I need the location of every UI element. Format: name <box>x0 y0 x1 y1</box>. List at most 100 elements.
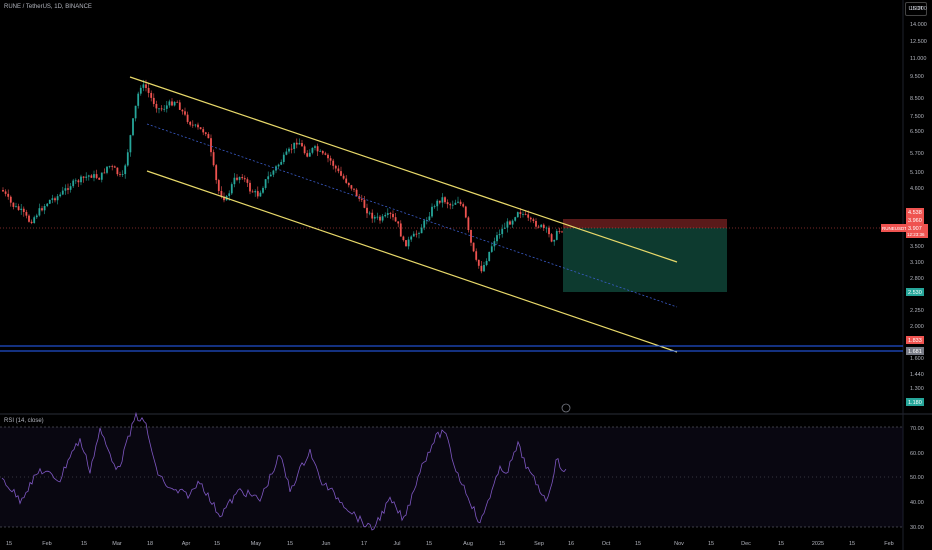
candle <box>277 164 280 167</box>
dividend-icon[interactable] <box>561 403 571 413</box>
trade-zones <box>563 219 727 292</box>
candle <box>454 202 457 205</box>
time-tick: 15 <box>499 541 505 547</box>
candle <box>28 215 30 222</box>
candle <box>238 177 241 180</box>
countdown-label: 12:23:36 <box>907 232 925 237</box>
currency-button[interactable]: USDT <box>905 2 927 16</box>
candle <box>191 124 194 126</box>
candle <box>168 101 171 106</box>
candle <box>249 182 251 192</box>
support2-label-bg <box>906 347 924 355</box>
candle <box>498 234 501 236</box>
candle <box>303 146 306 154</box>
price-tick: 4.600 <box>910 186 924 192</box>
candle <box>371 212 374 219</box>
price-axis[interactable]: 16.000 14.000 12.500 11.000 9.500 8.500 7.500 6… <box>910 6 927 392</box>
time-tick: 15 <box>214 541 220 547</box>
candle <box>282 154 285 162</box>
candle <box>160 108 163 110</box>
candle <box>506 221 509 228</box>
candle <box>514 217 517 221</box>
current-label-bg <box>906 224 928 238</box>
candle <box>329 158 332 161</box>
candles <box>2 79 563 274</box>
candle <box>171 101 173 106</box>
candle <box>163 108 166 110</box>
candle <box>145 84 147 88</box>
candle <box>207 134 210 139</box>
price-tick: 5.100 <box>910 170 924 176</box>
candle <box>363 199 366 208</box>
rsi-level-60: 60.00 <box>910 451 924 457</box>
candle <box>553 239 556 242</box>
target-label-bg <box>906 288 924 296</box>
candle <box>527 214 530 218</box>
candle <box>319 150 322 152</box>
candle <box>397 221 400 224</box>
time-tick: 15 <box>635 541 641 547</box>
candle <box>113 166 116 168</box>
candle <box>2 190 4 192</box>
candle <box>332 160 335 166</box>
candle <box>488 251 491 261</box>
candle <box>176 101 179 103</box>
candle <box>46 203 49 207</box>
price-tick: 16.000 <box>910 6 927 12</box>
candle <box>428 216 431 221</box>
stop-label: 4.538 <box>908 210 922 216</box>
candle <box>43 206 46 211</box>
candle <box>111 166 114 167</box>
ticker-label: RUNEUSDT <box>882 226 907 231</box>
ticker-label-bg <box>881 224 906 232</box>
candle <box>194 124 197 126</box>
target-label: 2.530 <box>908 290 922 296</box>
time-tick: May <box>251 541 262 547</box>
candle <box>210 138 212 153</box>
candle <box>267 176 270 180</box>
candle <box>353 188 355 190</box>
candle <box>103 172 106 174</box>
time-tick: Jul <box>393 541 400 547</box>
candle <box>41 208 43 211</box>
candle <box>108 166 111 167</box>
candle <box>485 260 488 266</box>
candle <box>368 212 371 214</box>
candle <box>501 228 504 235</box>
candle <box>181 109 184 112</box>
candle <box>262 187 264 193</box>
candle <box>550 234 553 242</box>
channel-mid-line[interactable] <box>146 123 678 308</box>
candle <box>155 103 158 109</box>
channel-lower-line[interactable] <box>146 170 678 353</box>
time-axis[interactable]: 15 Feb 15 Mar 18 Apr 15 May 15 Jun 17 Jul 15 Aug 15 Sep… <box>6 541 894 547</box>
take-profit-zone[interactable] <box>563 228 727 292</box>
channel-upper-line[interactable] <box>129 76 678 263</box>
candle <box>449 204 452 206</box>
candle <box>311 147 314 153</box>
candle <box>87 175 90 177</box>
candle <box>241 177 244 179</box>
price-tick: 3.100 <box>910 260 924 266</box>
time-tick: Sep <box>534 541 544 547</box>
candle <box>334 165 337 169</box>
time-tick: 16 <box>568 541 574 547</box>
candle <box>548 227 550 235</box>
stop-loss-zone[interactable] <box>563 219 727 228</box>
candle <box>355 189 358 197</box>
candle <box>394 217 397 222</box>
time-tick: 18 <box>147 541 153 547</box>
candle <box>228 193 231 197</box>
candle <box>67 188 69 190</box>
candle <box>288 148 290 152</box>
candle <box>251 191 254 193</box>
price-tick: 5.700 <box>910 151 924 157</box>
candle <box>25 211 28 216</box>
support2-label: 1.681 <box>908 349 922 355</box>
candle <box>529 217 532 220</box>
candle <box>360 198 363 200</box>
candle <box>451 204 454 206</box>
candle <box>285 151 288 155</box>
candle <box>15 206 17 208</box>
